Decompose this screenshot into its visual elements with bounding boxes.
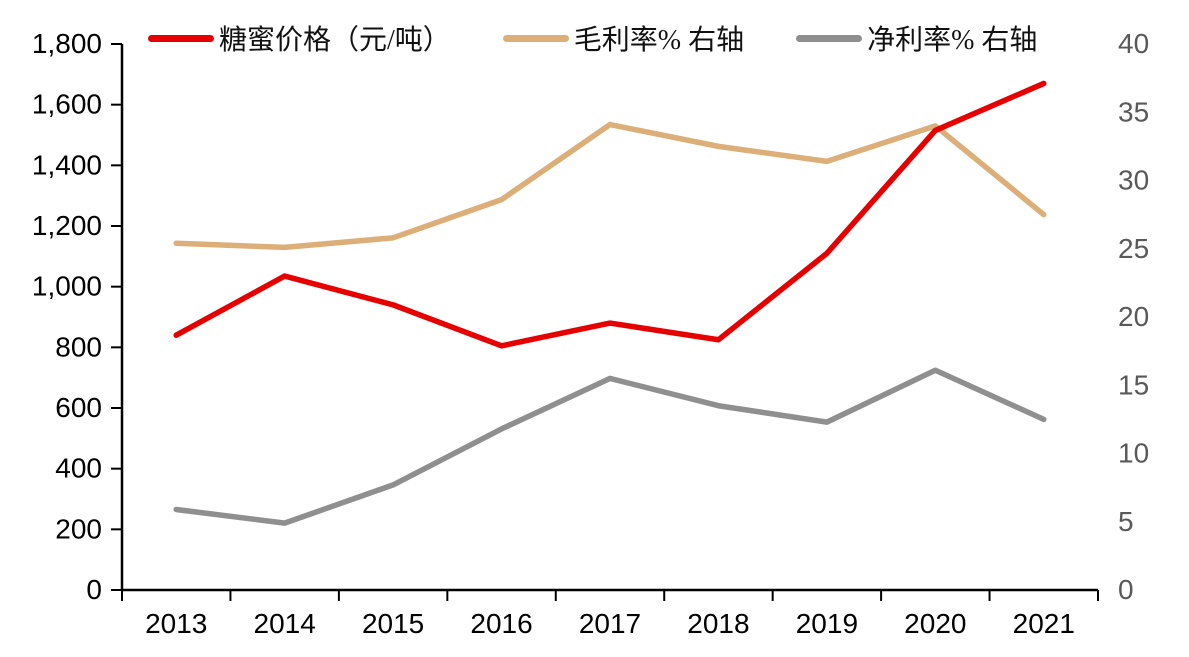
y2-axis-tick-label: 40 xyxy=(1118,28,1149,59)
y-axis-tick-label: 1,600 xyxy=(32,89,102,120)
y-axis-tick-label: 400 xyxy=(55,453,102,484)
y2-axis-tick-label: 10 xyxy=(1118,438,1149,469)
x-axis-tick-label: 2020 xyxy=(904,608,966,639)
x-axis-tick-label: 2021 xyxy=(1013,608,1075,639)
y2-axis-tick-label: 30 xyxy=(1118,165,1149,196)
y-axis-tick-label: 1,200 xyxy=(32,210,102,241)
y-axis-tick-label: 800 xyxy=(55,331,102,362)
legend-label: 毛利率% 右轴 xyxy=(573,25,745,56)
legend-marker-icon xyxy=(796,34,863,42)
y2-axis-tick-label: 5 xyxy=(1118,506,1134,537)
x-axis-tick-label: 2016 xyxy=(470,608,532,639)
y-axis-tick-label: 600 xyxy=(55,392,102,423)
x-axis-tick-label: 2019 xyxy=(796,608,858,639)
legend-item-2: 净利率% 右轴 xyxy=(796,18,1037,58)
legend-label: 净利率% 右轴 xyxy=(867,25,1038,56)
y-axis-tick-label: 200 xyxy=(55,513,102,544)
legend-label: 糖蜜价格（元/吨） xyxy=(219,25,451,56)
y2-axis-tick-label: 0 xyxy=(1118,574,1134,605)
y2-axis-tick-label: 20 xyxy=(1118,301,1149,332)
series-line-1 xyxy=(173,121,1047,251)
legend-item-1: 毛利率% 右轴 xyxy=(502,18,745,58)
x-axis-tick-label: 2013 xyxy=(145,608,207,639)
legend-item-0: 糖蜜价格（元/吨） xyxy=(148,18,451,58)
y-axis-tick-label: 0 xyxy=(86,574,102,605)
y-axis-tick-label: 1,800 xyxy=(32,28,102,59)
x-axis-tick-label: 2018 xyxy=(687,608,749,639)
y2-axis-tick-label: 35 xyxy=(1118,96,1149,127)
legend-marker-icon xyxy=(148,34,214,42)
chart-legend: 糖蜜价格（元/吨） 毛利率% 右轴 净利率% 右轴 xyxy=(148,18,1037,58)
y-axis-tick-label: 1,000 xyxy=(32,271,102,302)
y-axis-tick-label: 1,400 xyxy=(32,149,102,180)
series-line-0 xyxy=(173,80,1047,349)
y2-axis-tick-label: 25 xyxy=(1118,233,1149,264)
x-axis-tick-label: 2017 xyxy=(579,608,641,639)
series-line-2 xyxy=(173,367,1047,526)
x-axis-tick-label: 2014 xyxy=(254,608,316,639)
x-axis-tick-label: 2015 xyxy=(362,608,424,639)
y2-axis-tick-label: 15 xyxy=(1118,369,1149,400)
legend-marker-icon xyxy=(502,34,569,42)
